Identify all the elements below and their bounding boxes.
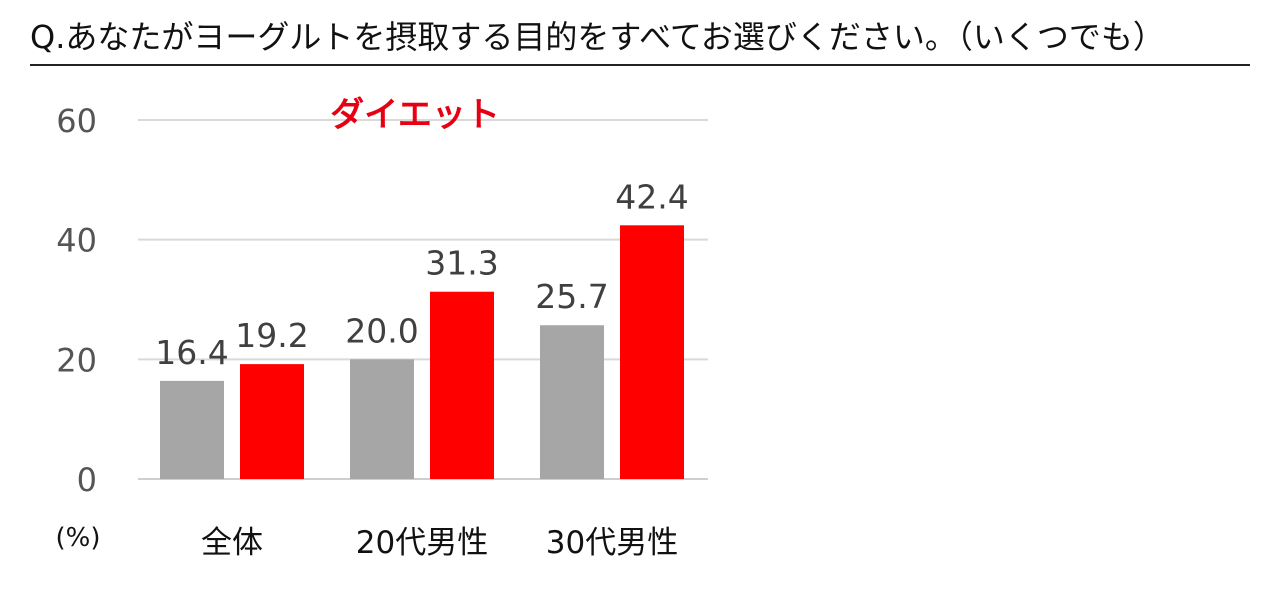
category-label: 20代男性 bbox=[356, 525, 488, 561]
question-text: Q.あなたがヨーグルトを摂取する目的をすべてお選びください。（いくつでも） bbox=[30, 10, 1250, 66]
y-tick-label: 40 bbox=[56, 222, 97, 260]
chart-title: ダイエット bbox=[330, 95, 500, 135]
data-label: 25.7 bbox=[535, 277, 608, 316]
bar bbox=[350, 359, 414, 479]
data-label: 20.0 bbox=[345, 311, 418, 350]
y-axis-ticks: 0 20 40 60 bbox=[56, 102, 97, 499]
data-label: 31.3 bbox=[425, 244, 498, 283]
category-axis: 全体 20代男性 30代男性 bbox=[201, 525, 678, 561]
data-label: 19.2 bbox=[235, 316, 308, 355]
y-tick-label: 60 bbox=[56, 102, 97, 140]
category-label: 30代男性 bbox=[546, 525, 678, 561]
bar bbox=[620, 225, 684, 479]
category-label: 全体 bbox=[201, 525, 263, 561]
gridlines bbox=[138, 119, 708, 480]
data-label: 16.4 bbox=[155, 333, 228, 372]
y-tick-label: 20 bbox=[56, 341, 97, 379]
bars bbox=[160, 225, 684, 479]
y-tick-label: 0 bbox=[77, 461, 97, 499]
bar bbox=[430, 291, 494, 479]
bar bbox=[160, 380, 224, 479]
unit-label: (%) bbox=[56, 523, 101, 553]
bar bbox=[240, 364, 304, 479]
data-labels: 16.4 20.0 25.7 19.2 31.3 42.4 bbox=[155, 177, 688, 372]
data-label: 42.4 bbox=[615, 177, 688, 216]
bar bbox=[540, 325, 604, 479]
